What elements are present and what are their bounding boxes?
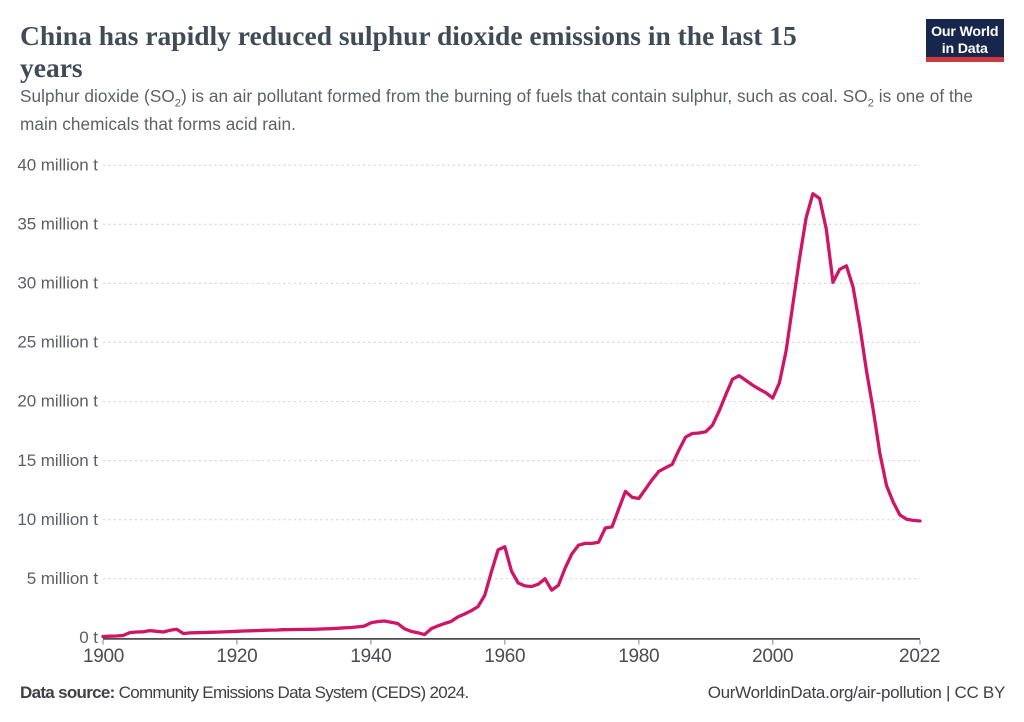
svg-text:2022: 2022 — [899, 646, 940, 667]
svg-text:35 million t: 35 million t — [17, 215, 98, 234]
svg-text:20 million t: 20 million t — [17, 392, 98, 411]
svg-text:40 million t: 40 million t — [17, 155, 98, 174]
svg-text:1960: 1960 — [484, 646, 525, 667]
svg-text:1940: 1940 — [350, 646, 391, 667]
svg-text:1920: 1920 — [216, 646, 257, 667]
svg-text:2000: 2000 — [752, 646, 793, 667]
svg-text:1980: 1980 — [618, 646, 659, 667]
svg-text:15 million t: 15 million t — [17, 451, 98, 470]
svg-text:1900: 1900 — [83, 646, 124, 667]
svg-text:0 t: 0 t — [79, 628, 98, 647]
svg-text:5 million t: 5 million t — [27, 569, 99, 588]
svg-text:25 million t: 25 million t — [17, 333, 98, 352]
svg-text:30 million t: 30 million t — [17, 274, 98, 293]
svg-text:10 million t: 10 million t — [17, 510, 98, 529]
